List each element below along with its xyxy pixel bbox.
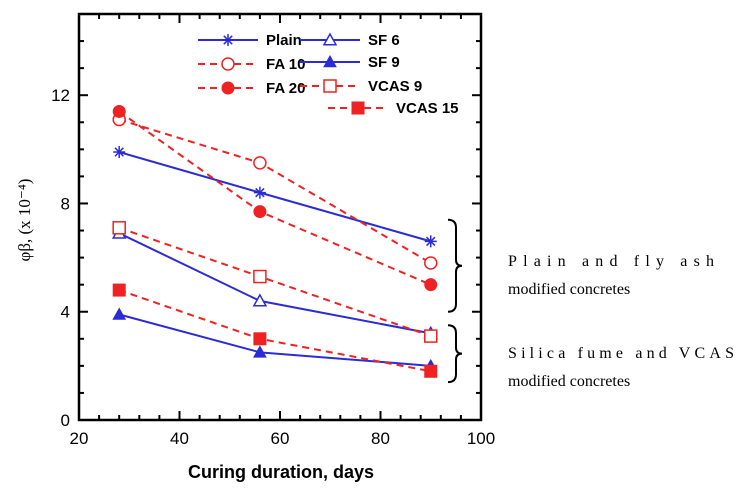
legend: Plain FA 10 FA 20 SF 6 SF 9 VCAS 9 VCAS 15 [198, 32, 459, 117]
x-tick-label: 20 [70, 429, 89, 448]
legend-item-plain: Plain [198, 32, 302, 49]
series-sf-9 [112, 307, 438, 372]
data-point-vcas-15 [424, 364, 438, 378]
legend-item-sf-6: SF 6 [300, 32, 400, 49]
data-point-fa-10 [253, 156, 267, 170]
plot-frame [77, 12, 483, 422]
series-line-vcas-9 [118, 226, 432, 338]
legend-item-fa-10: FA 10 [198, 56, 305, 73]
legend-label-vcas-15: VCAS 15 [396, 100, 459, 117]
data-point-fa-20 [253, 205, 267, 219]
legend-label-fa-20: FA 20 [266, 80, 305, 97]
annotation-text: modified concretes [508, 373, 630, 390]
annotations: Plain and fly ash modified concretes Silic… [447, 218, 734, 390]
annotation-text: modified concretes [508, 281, 630, 298]
legend-label-sf-6: SF 6 [368, 32, 400, 49]
annotation-brace [447, 218, 463, 313]
data-point-sf-9 [253, 345, 267, 358]
series-vcas-15 [112, 283, 438, 378]
marker-stroke [114, 147, 124, 157]
data-point-plain [424, 235, 437, 248]
data-point-vcas-9 [424, 329, 438, 343]
legend-item-vcas-9: VCAS 9 [300, 78, 422, 95]
data-point-fa-20 [424, 278, 438, 292]
legend-marker-plain [222, 34, 234, 46]
tick-labels: 20 40 60 80 100 0 4 8 12 [51, 86, 495, 448]
legend-marker-sf-6 [322, 32, 338, 46]
annotation-text: Plain and fly ash [508, 253, 714, 270]
plot-border [77, 12, 483, 422]
legend-label-sf-9: SF 9 [368, 54, 400, 71]
data-point-sf-6 [252, 293, 268, 307]
data-point-sf-9 [112, 307, 127, 320]
marker-stroke [255, 187, 265, 198]
x-tick-label: 80 [371, 429, 390, 448]
annotation-text: Silica fume and VCAS [508, 345, 734, 362]
legend-marker-sf-9 [323, 54, 337, 68]
y-tick-label: 12 [51, 86, 70, 105]
data-point-vcas-9 [112, 221, 126, 235]
data-point-vcas-9 [253, 269, 267, 284]
y-tick-label: 4 [61, 303, 70, 322]
data-point-plain [253, 186, 266, 199]
legend-item-sf-9: SF 9 [300, 54, 400, 71]
series-line-fa-10 [118, 118, 432, 264]
series-vcas-9 [112, 221, 438, 343]
marker-stroke [223, 35, 233, 45]
y-tick-label: 0 [61, 411, 70, 430]
series-line-sf-6 [118, 232, 431, 335]
data-point-fa-20 [112, 104, 126, 118]
y-axis-title: φβ, (x 10⁻⁴) [15, 179, 34, 262]
data-point-fa-10 [424, 256, 438, 270]
x-tick-label: 60 [271, 429, 290, 448]
annotation-brace [447, 324, 463, 384]
data-point-plain [113, 146, 126, 159]
legend-item-fa-20: FA 20 [198, 80, 305, 97]
data-point-vcas-15 [253, 332, 267, 346]
legend-label-plain: Plain [266, 32, 302, 49]
x-axis-title: Curing duration, days [188, 462, 374, 482]
series-fa-20 [112, 104, 438, 292]
legend-label-fa-10: FA 10 [266, 56, 305, 73]
series-line-fa-20 [118, 110, 432, 286]
legend-marker-vcas-9 [323, 79, 337, 93]
legend-marker-fa-10 [221, 57, 235, 71]
series-fa-10 [112, 112, 438, 270]
legend-label-vcas-9: VCAS 9 [368, 78, 422, 95]
series-line-vcas-15 [118, 289, 431, 373]
x-tick-label: 100 [467, 429, 495, 448]
data-point-vcas-15 [112, 283, 126, 297]
series-sf-6 [111, 225, 439, 339]
legend-marker-fa-20 [221, 81, 235, 95]
x-tick-label: 40 [170, 429, 189, 448]
legend-item-vcas-15: VCAS 15 [328, 100, 459, 117]
series-line-sf-9 [118, 313, 431, 367]
axis-ticks [78, 13, 482, 421]
series-line-plain [118, 151, 432, 243]
series-plain [113, 146, 437, 248]
y-tick-label: 8 [61, 194, 70, 213]
marker-stroke [426, 236, 436, 247]
series-layer [111, 104, 439, 378]
legend-marker-vcas-15 [351, 101, 365, 115]
